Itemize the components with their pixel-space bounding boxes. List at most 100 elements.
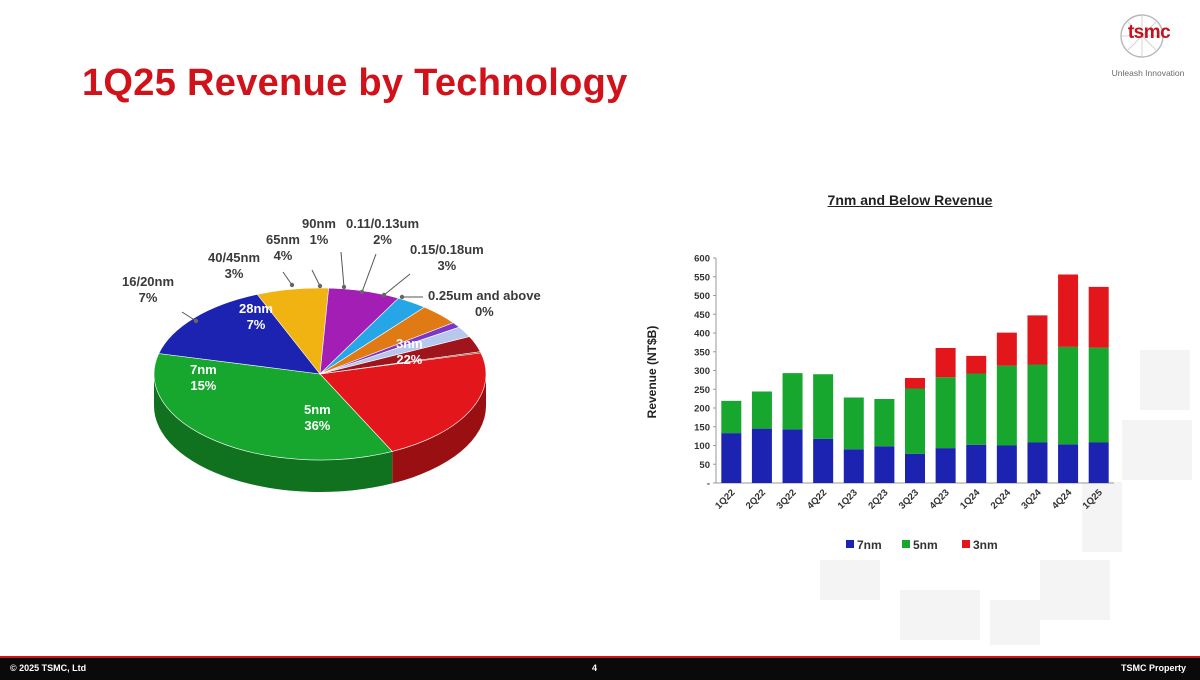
bar-7nm-2Q23	[874, 446, 895, 483]
x-tick-label: 2Q24	[989, 487, 1014, 512]
footer-page-number: 4	[592, 663, 598, 673]
x-tick-label: 2Q23	[866, 487, 890, 511]
y-tick-label: 550	[694, 272, 710, 283]
pie-label-015-018um: 0.15/0.18um 3%	[410, 242, 484, 273]
background-tile	[820, 560, 880, 600]
x-tick-label: 4Q23	[928, 487, 952, 511]
x-tick-label: 3Q24	[1019, 487, 1044, 512]
pie-slice-7nm	[158, 294, 321, 375]
y-tick-label: 50	[699, 460, 710, 471]
bar-7nm-1Q23	[843, 449, 864, 483]
bar-5nm-2Q22	[751, 391, 772, 429]
bar-7nm-1Q24	[966, 444, 987, 483]
pie-leader-dot	[289, 282, 295, 288]
y-tick-label: 500	[694, 291, 710, 302]
pie-inlabel-7nm: 7nm 15%	[190, 362, 217, 393]
legend-label-7nm: 7nm	[857, 538, 882, 552]
bar-7nm-4Q24	[1058, 444, 1079, 483]
pie-leader-line	[282, 271, 293, 286]
bar-7nm-3Q24	[1027, 442, 1048, 483]
pie-label-90nm: 90nm 1%	[302, 216, 336, 247]
slide-title: 1Q25 Revenue by Technology	[82, 62, 628, 104]
x-tick-label: 1Q25	[1081, 487, 1106, 512]
pie-label-65nm: 65nm 4%	[266, 232, 300, 263]
pie-side-3nm	[392, 374, 486, 484]
pie-leader-line	[181, 311, 197, 322]
bar-7nm-1Q22	[721, 433, 742, 483]
footer-bar: © 2025 TSMC, Ltd 4 TSMC Property	[0, 656, 1200, 680]
bar-5nm-1Q22	[721, 400, 742, 434]
bar-5nm-2Q23	[874, 399, 895, 447]
y-tick-label: 100	[694, 441, 710, 452]
bar-3nm-1Q24	[966, 355, 987, 374]
pie-leader-line	[361, 253, 377, 293]
bar-5nm-2Q24	[996, 365, 1017, 446]
legend-label-3nm: 3nm	[973, 538, 998, 552]
bar-7nm-4Q23	[935, 448, 956, 483]
bar-7nm-1Q25	[1088, 442, 1109, 483]
bar-3nm-4Q23	[935, 348, 956, 378]
bar-5nm-1Q25	[1088, 347, 1109, 443]
y-tick-label: 250	[694, 385, 710, 396]
bar-7nm-3Q22	[782, 429, 803, 483]
legend-swatch-5nm	[902, 540, 910, 548]
pie-slice-5nm	[153, 353, 393, 461]
bar-5nm-4Q24	[1058, 346, 1079, 445]
y-tick-label: 150	[694, 422, 710, 433]
legend-swatch-7nm	[846, 540, 854, 548]
bar-5nm-3Q23	[905, 388, 925, 454]
pie-leader-dot	[341, 284, 347, 290]
pie-slice-0-25um-and-above	[319, 351, 482, 375]
y-tick-label: 350	[694, 347, 710, 358]
x-tick-label: 3Q23	[897, 487, 921, 511]
pie-label-011-013um: 0.11/0.13um 2%	[346, 216, 419, 247]
y-tick-label: 300	[694, 366, 710, 377]
pie-label-025um-above: 0.25um and above 0%	[428, 288, 541, 319]
bar-3nm-3Q24	[1027, 315, 1048, 365]
bar-7nm-4Q22	[813, 438, 834, 483]
footer-copyright: © 2025 TSMC, Ltd	[10, 663, 87, 673]
pie-leader-dot	[359, 289, 365, 295]
bar-3nm-3Q23	[905, 378, 925, 389]
pie-inlabel-28nm: 28nm 7%	[239, 301, 273, 332]
pie-leader-line	[311, 269, 321, 287]
x-tick-label: 1Q23	[836, 487, 860, 511]
background-tile	[1040, 560, 1110, 620]
y-tick-label: -	[707, 479, 710, 490]
x-tick-label: 2Q22	[744, 487, 768, 511]
logo-wordmark: tsmc	[1127, 22, 1171, 43]
bar-3nm-4Q24	[1058, 274, 1079, 347]
pie-leader-dot	[193, 318, 199, 324]
pie-leader-dot	[317, 283, 323, 289]
bar-5nm-3Q24	[1027, 364, 1048, 443]
x-tick-label: 4Q24	[1050, 487, 1075, 512]
pie-leader-dot	[381, 292, 387, 298]
background-tile	[900, 590, 980, 640]
bar-7nm-3Q23	[905, 453, 925, 483]
revenue-bar-chart: Revenue (NT$B) - 50 100 150 200 250 300 350 400 4…	[645, 254, 1114, 552]
technology-pie-chart	[153, 251, 487, 493]
bar-5nm-4Q23	[935, 377, 956, 449]
background-tile	[1140, 350, 1190, 410]
legend-label-5nm: 5nm	[913, 538, 938, 552]
x-tick-label: 1Q24	[958, 487, 983, 512]
background-tile	[990, 600, 1040, 645]
pie-side-5nm	[154, 374, 393, 493]
background-tile	[1122, 420, 1192, 480]
pie-leader-line	[383, 273, 411, 296]
bar-7nm-2Q24	[996, 445, 1017, 483]
y-tick-label: 200	[694, 404, 710, 415]
bar-7nm-2Q22	[751, 428, 772, 483]
y-tick-label: 600	[694, 254, 710, 265]
pie-label-40-45nm: 40/45nm 3%	[208, 250, 261, 281]
bar-5nm-3Q22	[782, 373, 803, 430]
pie-label-16-20nm: 16/20nm 7%	[122, 274, 175, 305]
bar-5nm-4Q22	[813, 374, 834, 439]
bar-y-axis-label: Revenue (NT$B)	[645, 326, 659, 419]
bar-chart-title: 7nm and Below Revenue	[827, 192, 993, 208]
footer-property: TSMC Property	[1120, 663, 1186, 673]
x-tick-label: 1Q22	[713, 487, 737, 511]
x-tick-label: 4Q22	[805, 487, 829, 511]
pie-inlabel-5nm: 5nm 36%	[304, 402, 331, 433]
logo-tagline: Unleash Innovation	[1111, 68, 1185, 78]
